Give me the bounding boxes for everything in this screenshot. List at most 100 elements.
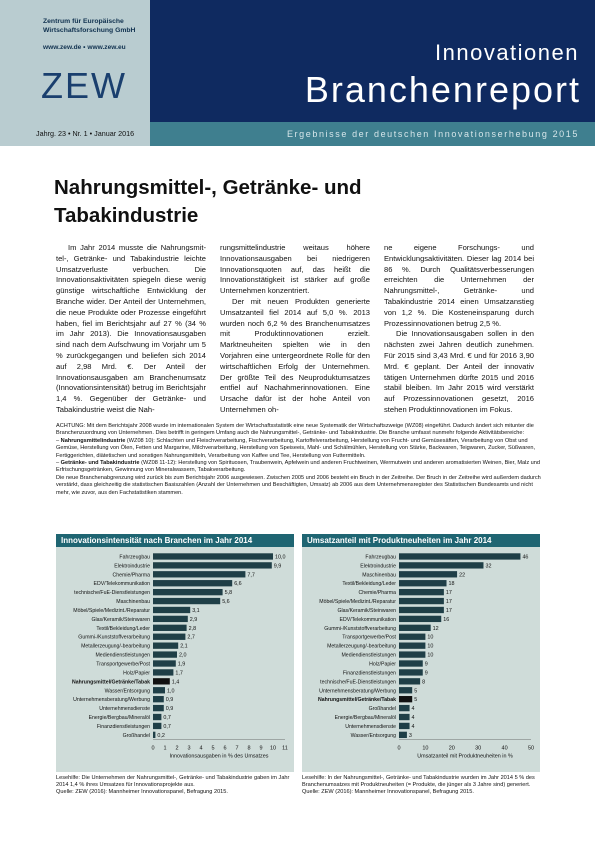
category-label: Glas/Keramik/Steinwaren bbox=[337, 608, 396, 614]
bar-value-label: 3,1 bbox=[192, 608, 200, 614]
bar bbox=[399, 669, 423, 676]
bar bbox=[153, 597, 221, 605]
sub-header-left: Jahrg. 23 • Nr. 1 • Januar 2016 bbox=[0, 122, 150, 146]
category-label: technische/FuE-Dienstleistungen bbox=[320, 679, 396, 685]
bar bbox=[399, 624, 431, 631]
bar-value-label: 46 bbox=[522, 554, 528, 560]
note-item1-text: (WZ08 10): Schlachten und Fleischverarbe… bbox=[56, 437, 536, 459]
note-item2-text: (WZ08 11-12): Herstellung von Spirituose… bbox=[56, 460, 541, 474]
institute-line1: Zentrum für Europäische bbox=[43, 18, 124, 25]
x-tick-label: 9 bbox=[259, 745, 262, 751]
bar-value-label: 8 bbox=[422, 679, 425, 685]
bar-value-label: 17 bbox=[446, 599, 452, 605]
bar-value-label: 10 bbox=[427, 653, 433, 659]
bar bbox=[153, 731, 156, 739]
x-axis-label: Umsatzanteil mit Produktneuheiten in % bbox=[417, 753, 513, 759]
bar-value-label: 2,1 bbox=[180, 644, 188, 650]
chart1-caption-text: Lesehilfe: Die Unternehmen der Nahrungsm… bbox=[56, 775, 290, 789]
bar bbox=[153, 606, 191, 614]
text-column-1: Im Jahr 2014 musste die Nahrungsmit-tel-… bbox=[56, 243, 206, 416]
bar-value-label: 9 bbox=[425, 670, 428, 676]
bar bbox=[399, 553, 521, 560]
category-label: Textil/Bekleidung/Leder bbox=[342, 581, 396, 587]
bar bbox=[153, 562, 272, 569]
chart-product-novelty-share: Umsatzanteil mit Produktneuheiten im Jah… bbox=[302, 534, 540, 772]
col3-paragraph-1: ne eigene Forschungs- und Entwicklungsak… bbox=[384, 243, 534, 328]
bar-value-label: 4 bbox=[412, 706, 415, 712]
bar-value-label: 4 bbox=[412, 715, 415, 721]
x-tick-label: 30 bbox=[475, 745, 481, 751]
bar bbox=[153, 678, 170, 685]
category-label: Energie/Bergbau/Mineralöl bbox=[89, 715, 150, 721]
col2-paragraph-2: Der mit neuen Produkten generierte Umsat… bbox=[220, 296, 370, 414]
bar bbox=[153, 588, 223, 596]
category-label: Gummi-/Kunststoffverarbeitung bbox=[78, 635, 150, 641]
bar bbox=[399, 615, 442, 623]
bar bbox=[153, 722, 162, 730]
x-tick-label: 7 bbox=[235, 745, 238, 751]
category-label: Wasser/Entsorgung bbox=[351, 733, 396, 739]
col3-paragraph-2: Die Innovationsausgaben sollen in den nä… bbox=[384, 329, 534, 414]
bar-value-label: 16 bbox=[443, 617, 449, 623]
bar-value-label: 5,8 bbox=[225, 590, 233, 596]
x-tick-label: 0 bbox=[151, 745, 154, 751]
category-label: Nahrungsmittel/Getränke/Tabak bbox=[72, 679, 150, 685]
series-line2: Branchenreport bbox=[304, 69, 581, 110]
bar-value-label: 5 bbox=[414, 697, 417, 703]
category-label: Elektroindustrie bbox=[114, 563, 150, 569]
header-left-panel: Zentrum für Europäische Wirtschaftsforsc… bbox=[0, 0, 150, 122]
category-label: Fahrzeugbau bbox=[119, 554, 150, 560]
bar-value-label: 0,9 bbox=[166, 706, 174, 712]
zew-logo: ZEW bbox=[41, 65, 127, 106]
bar bbox=[153, 553, 273, 560]
category-label: Metallerzeugung/-bearbeitung bbox=[327, 644, 396, 650]
category-label: Unternehmensberatung/Werbung bbox=[73, 697, 150, 703]
category-label: Metallerzeugung/-bearbeitung bbox=[81, 644, 150, 650]
bar bbox=[153, 633, 186, 640]
bar bbox=[399, 722, 410, 730]
category-label: Möbel/Spiele/Medizint./Reparatur bbox=[73, 608, 150, 614]
category-label: Chemie/Pharma bbox=[359, 590, 397, 596]
x-tick-label: 11 bbox=[282, 745, 288, 751]
note-outro: Die neue Branchenabgrenzung wird zurück … bbox=[56, 474, 541, 496]
text-column-3: ne eigene Forschungs- und Entwicklungsak… bbox=[384, 243, 534, 416]
chart1-caption: Lesehilfe: Die Unternehmen der Nahrungsm… bbox=[56, 775, 294, 797]
x-tick-label: 5 bbox=[211, 745, 214, 751]
bar-value-label: 0,9 bbox=[166, 697, 174, 703]
article-title: Nahrungsmittel-, Getränke- und Tabakindu… bbox=[54, 174, 494, 230]
category-label: Mediendienstleistungen bbox=[341, 653, 396, 659]
category-label: Möbel/Spiele/Medizint./Reparatur bbox=[319, 599, 396, 605]
bar bbox=[153, 687, 165, 694]
x-tick-label: 20 bbox=[449, 745, 455, 751]
bar-value-label: 3 bbox=[409, 733, 412, 739]
category-label: Maschinenbau bbox=[116, 599, 150, 605]
x-axis-label: Innovationsausgaben in % des Umsatzes bbox=[170, 753, 269, 759]
bar-value-label: 4 bbox=[412, 724, 415, 730]
bar-value-label: 5,6 bbox=[222, 599, 230, 605]
bar bbox=[399, 588, 444, 596]
x-tick-label: 10 bbox=[422, 745, 428, 751]
bar-value-label: 1,4 bbox=[172, 679, 180, 685]
category-label: Großhandel bbox=[369, 706, 396, 712]
bar-value-label: 22 bbox=[459, 572, 465, 578]
bar-value-label: 9 bbox=[425, 662, 428, 668]
bar-value-label: 10,0 bbox=[275, 554, 286, 560]
category-label: Gummi-/Kunststoffverarbeitung bbox=[324, 626, 396, 632]
bar bbox=[399, 580, 447, 587]
category-label: Unternehmensdienste bbox=[99, 706, 150, 712]
category-label: Wasser/Entsorgung bbox=[105, 688, 150, 694]
x-tick-label: 8 bbox=[247, 745, 250, 751]
bar bbox=[153, 571, 246, 578]
bar-value-label: 2,0 bbox=[179, 653, 187, 659]
x-tick-label: 1 bbox=[163, 745, 166, 751]
bar-value-label: 1,7 bbox=[175, 670, 183, 676]
bar bbox=[399, 562, 484, 569]
bar bbox=[399, 606, 444, 614]
chart2-caption-text: Lesehilfe: In der Nahrungsmittel-, Geträ… bbox=[302, 775, 535, 789]
methodology-note: ACHTUNG: Mit dem Berichtsjahr 2008 wurde… bbox=[56, 423, 542, 497]
bar bbox=[153, 642, 179, 649]
bar bbox=[399, 597, 444, 605]
title-line2: Tabakindustrie bbox=[54, 204, 199, 227]
bar-value-label: 32 bbox=[485, 563, 491, 569]
category-label: Elektroindustrie bbox=[360, 563, 396, 569]
